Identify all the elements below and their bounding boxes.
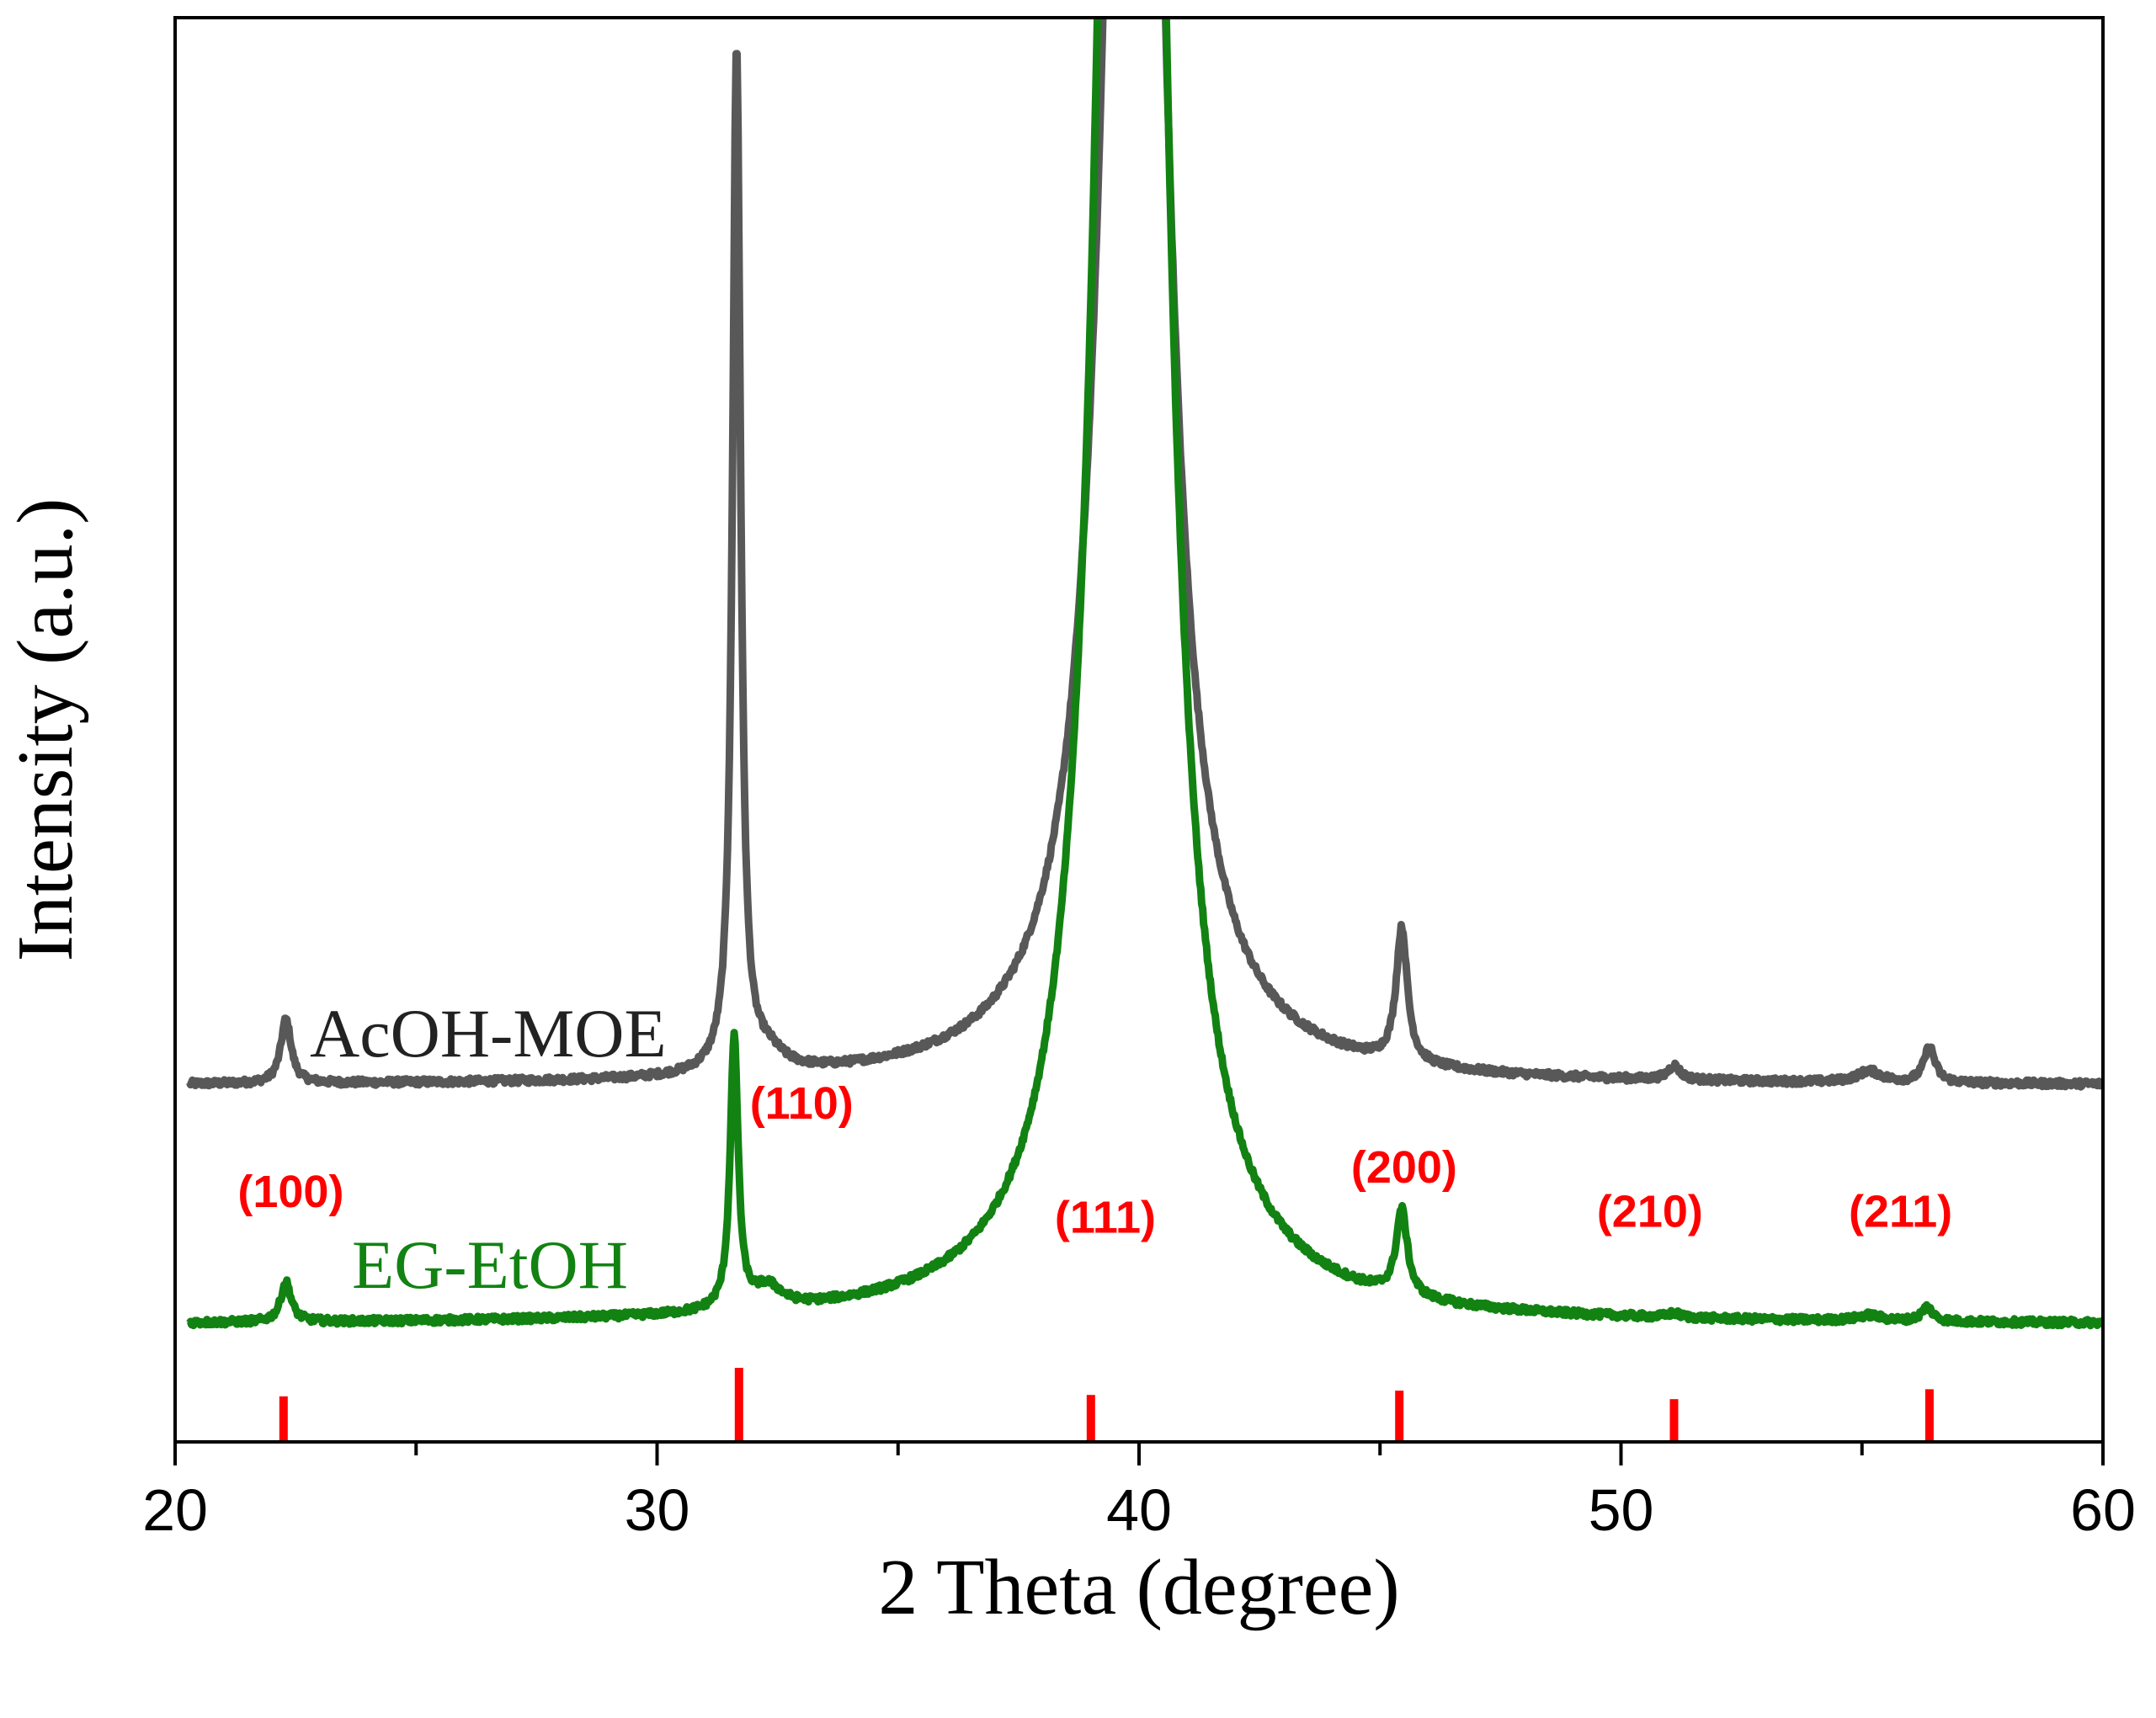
acoh-moe-label: AcOH-MOE	[310, 995, 667, 1072]
hkl-label: (210)	[1597, 1187, 1703, 1237]
reference-bar-1	[734, 1368, 743, 1442]
reference-pattern	[279, 1368, 1934, 1442]
x-tick-label: 20	[142, 1477, 208, 1543]
hkl-label: (110)	[750, 1078, 854, 1129]
reference-bar-0	[279, 1396, 288, 1442]
hkl-label: (211)	[1849, 1187, 1952, 1237]
y-axis-title: Intensity (a.u.)	[2, 498, 89, 962]
hkl-label: (111)	[1055, 1192, 1156, 1242]
reference-bar-2	[1086, 1395, 1095, 1442]
acoh-moe-series-line	[186, 18, 2103, 1091]
eg-etoh-series-line	[186, 18, 2103, 1330]
eg-etoh-label: EG-EtOH	[352, 1226, 628, 1303]
hkl-annotations: (100) (110) (111) (200) (210) (211)	[237, 1078, 1952, 1242]
hkl-label: (200)	[1351, 1142, 1457, 1193]
reference-bar-5	[1924, 1389, 1934, 1442]
x-tick-label: 40	[1106, 1477, 1172, 1543]
reference-bar-4	[1669, 1399, 1679, 1442]
x-tick-label: 60	[2070, 1477, 2136, 1543]
x-axis: 20 30 40 50 60	[142, 1442, 2136, 1543]
x-axis-title: 2 Theta (degree)	[878, 1544, 1399, 1631]
reference-bar-3	[1395, 1391, 1404, 1442]
hkl-label: (100)	[237, 1167, 343, 1217]
x-tick-label: 30	[625, 1477, 690, 1543]
x-tick-label: 50	[1589, 1477, 1654, 1543]
